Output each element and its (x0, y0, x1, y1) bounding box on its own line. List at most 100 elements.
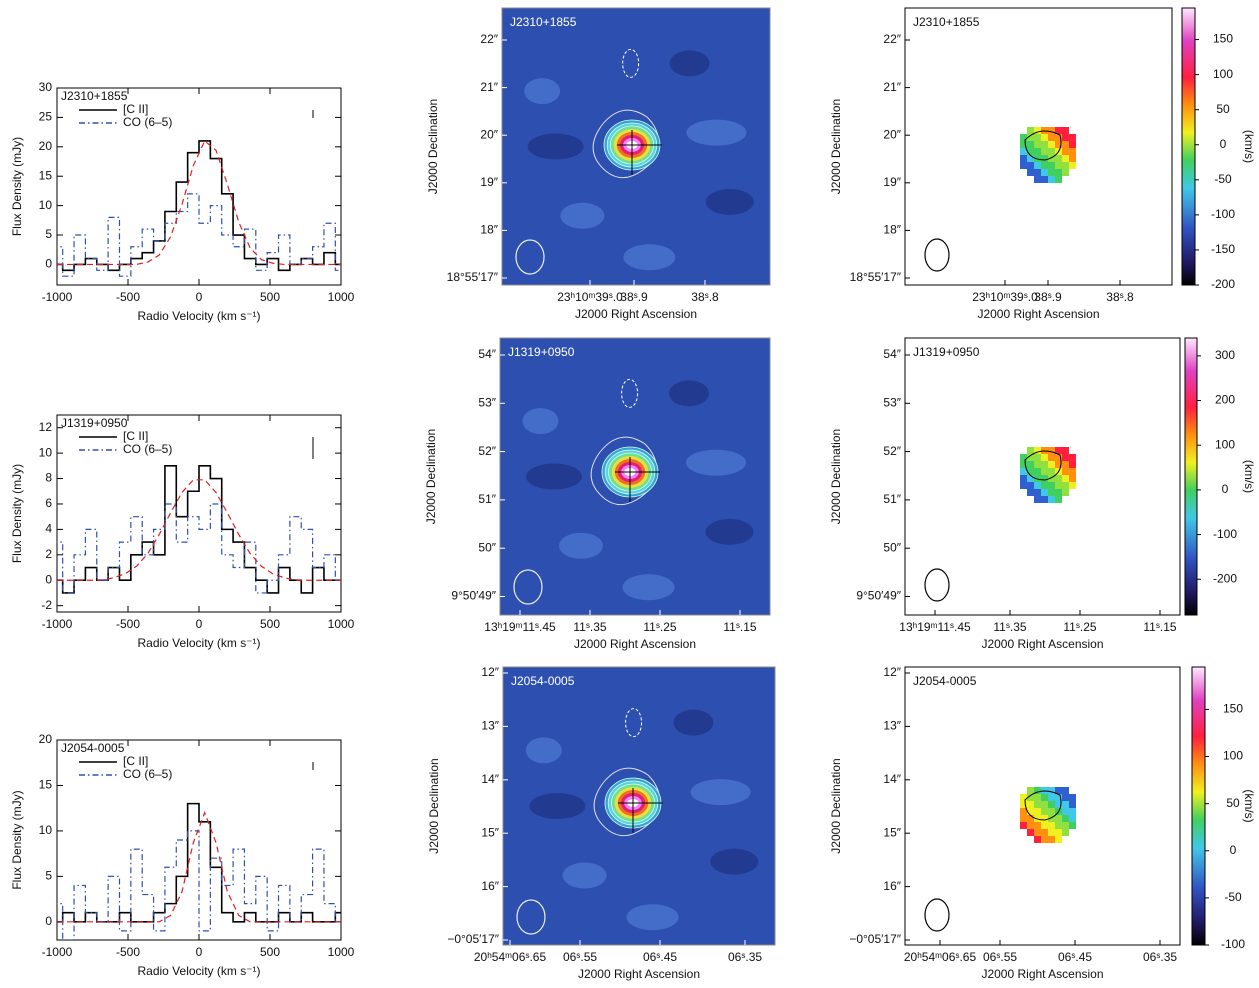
noise-blob (686, 449, 746, 476)
x-axis-label: J2000 Right Ascension (574, 637, 696, 651)
noise-blob (527, 133, 584, 160)
velocity-pixel (1062, 787, 1069, 794)
velocity-pixel (1020, 162, 1027, 169)
plot-frame (56, 87, 342, 286)
colorbar-tick-label: 150 (1223, 702, 1243, 716)
y-axis-label: J2000 Declination (427, 758, 441, 853)
image-frame (499, 337, 771, 616)
y-tick-label: 50″ (883, 540, 901, 554)
y-tick-label: 20″ (480, 127, 498, 141)
y-axis-label: Flux Density (mJy) (10, 790, 24, 889)
contour-dashed (622, 48, 640, 78)
velocity-pixel (1069, 454, 1076, 461)
colorbar-tick-label: -50 (1214, 172, 1232, 186)
velocity-pixel (1062, 468, 1069, 475)
velocity-pixel (1041, 496, 1048, 503)
velocity-pixel (1048, 475, 1055, 482)
x-axis-label: Radio Velocity (km s⁻¹) (137, 964, 260, 978)
velocity-pixel (1048, 162, 1055, 169)
velocity-pixel (1041, 475, 1048, 482)
y-tick-label: -2 (41, 598, 52, 612)
velocity-pixel (1034, 155, 1041, 162)
y-tick-label: 5 (45, 869, 52, 883)
image-frame (904, 7, 1173, 286)
velocity-pixel (1041, 162, 1048, 169)
velocity-pixel (1020, 808, 1027, 815)
y-tick-label: 53″ (883, 395, 901, 409)
velocity-pixel (1062, 148, 1069, 155)
y-tick-label: 13″ (481, 719, 499, 733)
x-tick-label: 500 (260, 945, 280, 959)
legend-label: [C II] (123, 102, 148, 116)
velocity-pixel (1048, 148, 1055, 155)
panel-title: J2310+1855 (913, 15, 980, 29)
velocity-pixel (1048, 822, 1055, 829)
panel-title: J2310+1855 (510, 15, 577, 29)
y-tick-label: 15 (39, 778, 53, 792)
noise-blob (560, 202, 605, 229)
velocity-pixel (1062, 808, 1069, 815)
velocity-pixel (1055, 489, 1062, 496)
colorbar-label: (km/s) (1242, 460, 1256, 493)
velocity-pixel (1034, 169, 1041, 176)
velocity-pixel (1020, 475, 1027, 482)
velocity-pixel (1055, 176, 1062, 183)
noise-blob (522, 408, 559, 435)
velocity-pixel (1048, 176, 1055, 183)
y-tick-label: 51″ (478, 492, 496, 506)
colorbar-tick-label: 100 (1213, 67, 1233, 81)
velocity-pixel (1069, 461, 1076, 468)
velocity-pixel (1027, 468, 1034, 475)
y-tick-label: 9°50′49″ (451, 589, 496, 603)
x-tick-label: 38ˢ.8 (691, 290, 719, 304)
y-tick-label: 52″ (883, 444, 901, 458)
y-tick-label: −0°05′17″ (447, 932, 499, 946)
series-line (57, 830, 341, 940)
x-tick-label: 20ʰ54ᵐ06ˢ.65 (904, 950, 977, 964)
colorbar-tick-label: 0 (1230, 843, 1237, 857)
x-tick-label: 06ˢ.35 (728, 950, 762, 964)
y-tick-label: 10 (39, 445, 53, 459)
velocity-pixel (1055, 496, 1062, 503)
velocity-pixel (1034, 496, 1041, 503)
velocity-pixel (1069, 822, 1076, 829)
x-tick-label: 11ˢ.35 (573, 620, 607, 634)
x-axis-label: Radio Velocity (km s⁻¹) (137, 309, 260, 323)
y-axis-label: J2000 Declination (829, 429, 843, 524)
velocity-pixel (1055, 829, 1062, 836)
velocity-pixel (1069, 808, 1076, 815)
velocity-pixel (1048, 787, 1055, 794)
velocity-pixel (1034, 815, 1041, 822)
image-frame (904, 337, 1181, 616)
colorbar (1191, 666, 1206, 946)
velocity-pixel (1027, 134, 1034, 141)
y-axis-label: J2000 Declination (424, 429, 438, 524)
velocity-pixel (1027, 801, 1034, 808)
panel-title: J2054-0005 (511, 674, 575, 688)
velocity-pixel (1048, 829, 1055, 836)
velocity-pixel (1048, 496, 1055, 503)
velocity-pixel (1041, 176, 1048, 183)
velocity-pixel (1027, 482, 1034, 489)
noise-blob (622, 574, 675, 601)
velocity-pixel (1020, 794, 1027, 801)
x-tick-label: 06ˢ.55 (983, 950, 1017, 964)
x-axis-label: J2000 Right Ascension (981, 967, 1103, 981)
noise-blob (710, 848, 759, 875)
velocity-pixel (1034, 447, 1041, 454)
velocity-pixel (1055, 822, 1062, 829)
velocity-pixel (1048, 468, 1055, 475)
x-axis-label: J2000 Right Ascension (981, 637, 1103, 651)
velocity-pixel (1041, 829, 1048, 836)
y-tick-label: 12 (39, 420, 53, 434)
noise-blob (562, 862, 607, 889)
velocity-pixel (1048, 461, 1055, 468)
y-tick-label: 18°55′17″ (850, 270, 902, 284)
velocity-pixel (1020, 468, 1027, 475)
x-tick-label: -500 (116, 290, 140, 304)
y-tick-label: 53″ (478, 395, 496, 409)
velocity-pixel (1041, 461, 1048, 468)
velocity-pixel (1041, 822, 1048, 829)
velocity-pixel (1034, 461, 1041, 468)
x-tick-label: 0 (196, 945, 203, 959)
